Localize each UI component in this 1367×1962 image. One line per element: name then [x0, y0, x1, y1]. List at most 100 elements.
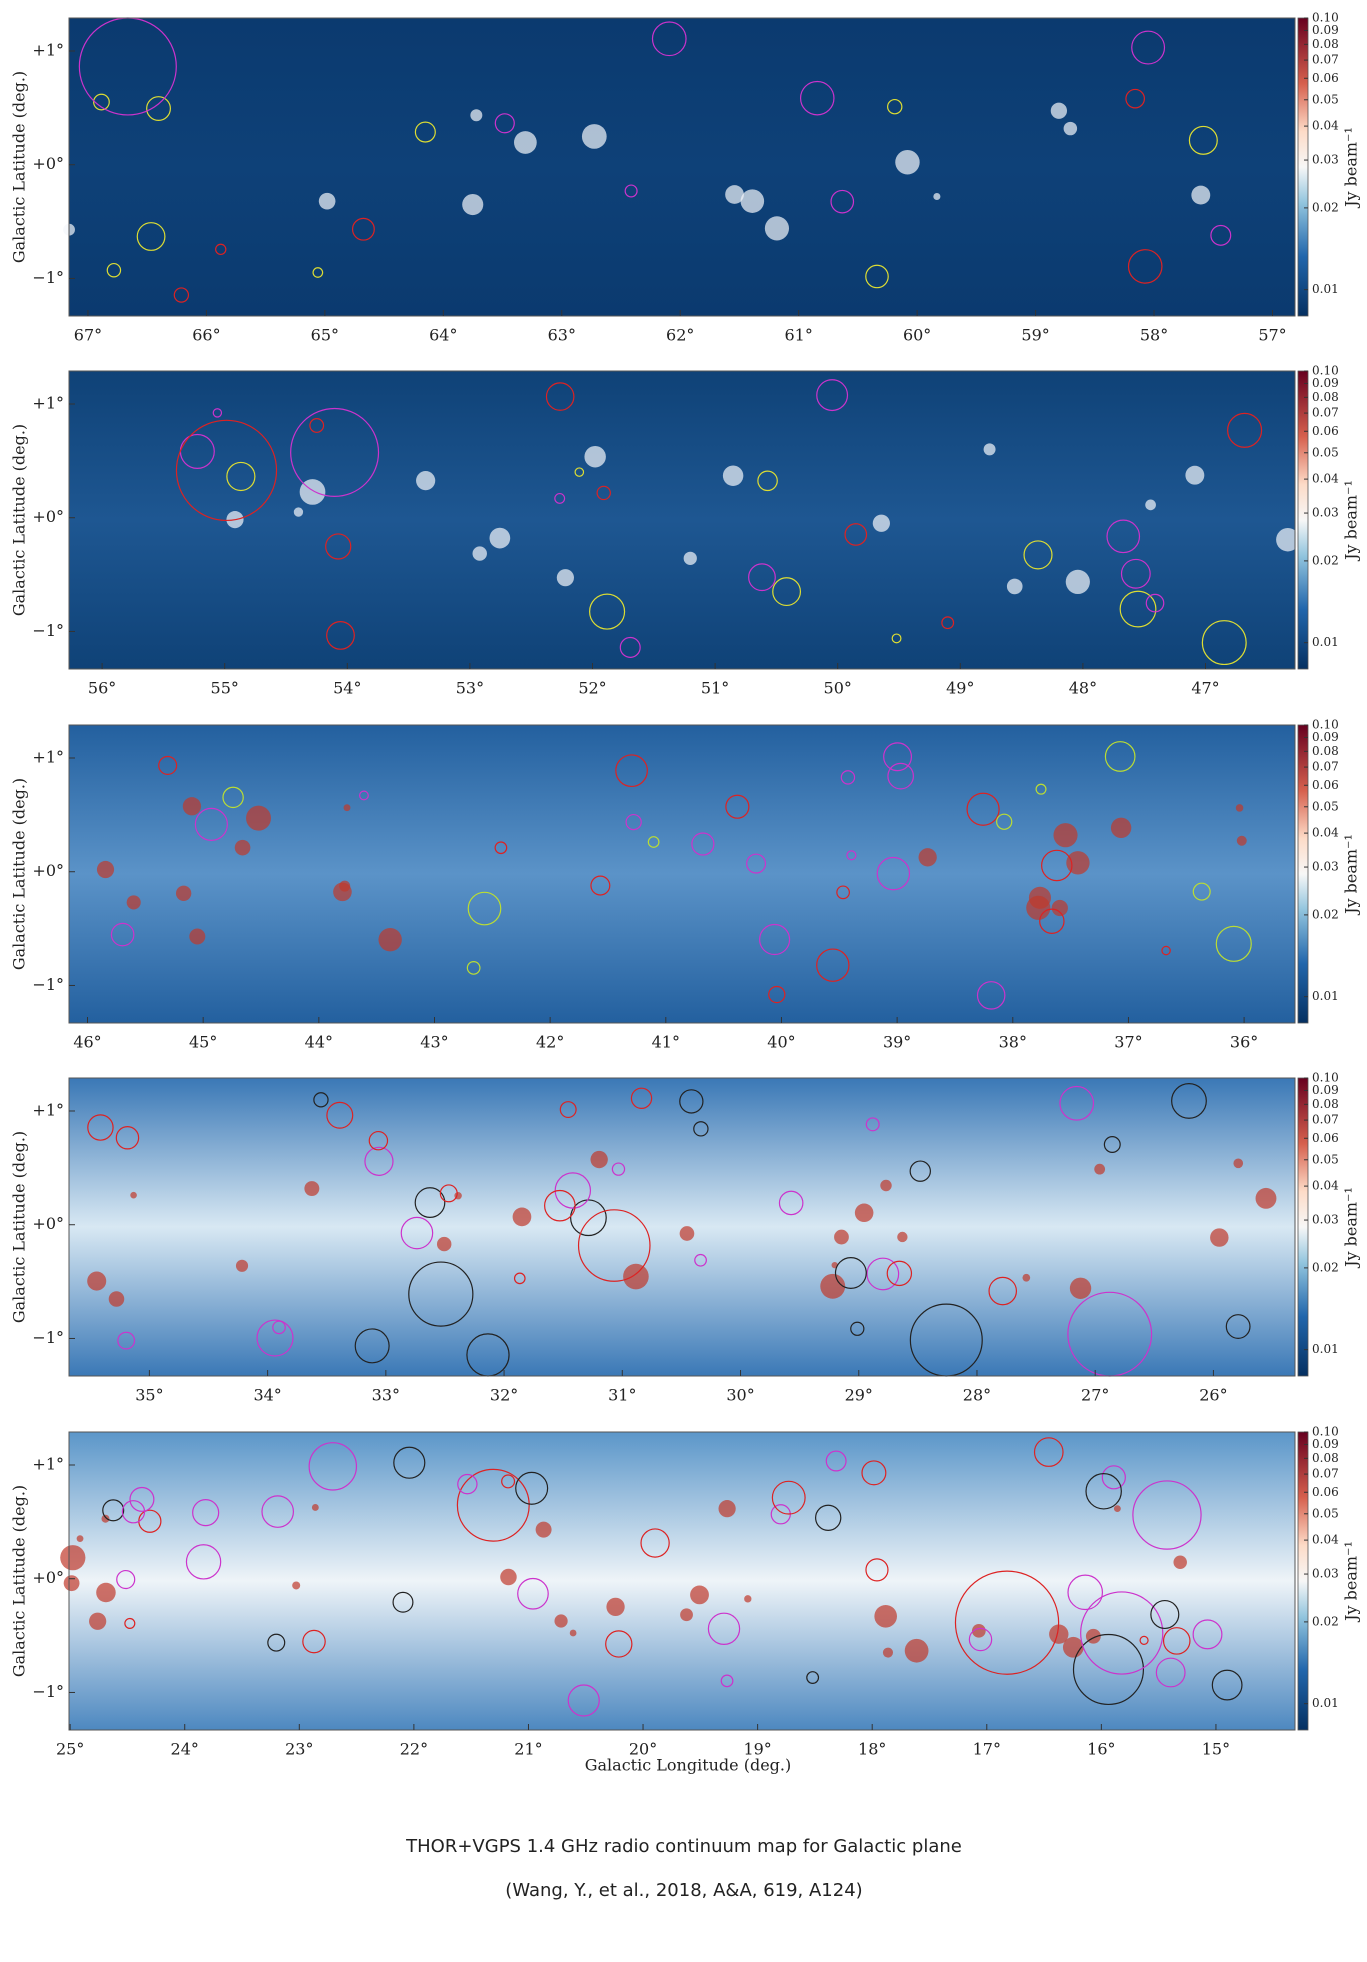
- map-image: [69, 371, 1295, 669]
- emission-blob: [1069, 1277, 1092, 1299]
- source-ring: [887, 762, 914, 790]
- colorbar-tick-label: 0.10: [1312, 1425, 1339, 1439]
- emission-blob: [679, 1226, 695, 1241]
- source-ring: [325, 533, 352, 560]
- emission-blob: [722, 465, 744, 486]
- map-features: [60, 1437, 1243, 1717]
- source-ring: [1085, 1473, 1122, 1510]
- x-tick-label: 24°: [171, 1740, 199, 1759]
- source-ring: [605, 1630, 633, 1658]
- map-features: [63, 17, 1232, 303]
- source-ring: [466, 961, 481, 975]
- map-frame: [68, 1431, 1296, 1731]
- emission-blob: [293, 507, 304, 517]
- x-tick-label: 53°: [456, 679, 484, 698]
- emission-blob: [1173, 1555, 1187, 1569]
- emission-blob: [101, 1514, 110, 1523]
- x-tick-label: 27°: [1081, 1386, 1109, 1405]
- source-ring: [891, 633, 902, 644]
- source-ring: [1106, 519, 1141, 554]
- source-ring: [1119, 590, 1157, 628]
- source-ring: [1101, 1465, 1126, 1490]
- source-ring: [467, 891, 502, 926]
- emission-blob: [725, 185, 744, 204]
- colorbar-tick-label: 0.03: [1312, 860, 1339, 874]
- colorbar-tick-label: 0.05: [1312, 1506, 1339, 1520]
- source-ring: [544, 1189, 576, 1222]
- source-ring: [226, 461, 256, 492]
- source-ring: [887, 98, 903, 115]
- emission-blob: [895, 149, 920, 175]
- emission-blob: [1094, 1163, 1106, 1175]
- source-ring: [1139, 1635, 1149, 1645]
- x-tick-label: 33°: [372, 1386, 400, 1405]
- map-features: [87, 1082, 1277, 1377]
- source-ring: [816, 948, 850, 982]
- colorbar-tick-label: 0.05: [1312, 1152, 1339, 1166]
- source-ring: [886, 1260, 913, 1287]
- y-tick-label: +1°: [32, 1100, 64, 1119]
- source-ring: [1023, 540, 1053, 570]
- source-ring: [941, 616, 955, 630]
- source-ring: [312, 267, 324, 278]
- emission-blob: [872, 514, 890, 532]
- source-ring: [515, 1471, 549, 1505]
- emission-blob: [130, 1191, 137, 1199]
- source-ring: [192, 1499, 220, 1527]
- emission-blob: [76, 1535, 84, 1543]
- emission-blob: [569, 1629, 577, 1637]
- emission-blob: [718, 1500, 736, 1518]
- y-tick-label: −1°: [32, 1328, 64, 1347]
- source-ring: [326, 621, 355, 650]
- emission-blob: [1233, 1158, 1244, 1169]
- y-tick-label: −1°: [32, 975, 64, 994]
- source-ring: [256, 1319, 294, 1357]
- emission-blob: [1051, 899, 1068, 917]
- colorbar: [1297, 1077, 1309, 1377]
- x-tick-label: 17°: [973, 1740, 1001, 1759]
- caption: THOR+VGPS 1.4 GHz radio continuum map fo…: [405, 1836, 962, 1857]
- source-ring: [501, 1474, 516, 1489]
- source-ring: [115, 1126, 140, 1150]
- source-ring: [840, 770, 856, 785]
- emission-blob: [1110, 817, 1132, 839]
- source-ring: [567, 1684, 600, 1717]
- source-ring: [589, 593, 626, 630]
- colorbar-tick-label: 0.09: [1312, 1437, 1339, 1451]
- colorbar-tick-label: 0.01: [1312, 282, 1339, 296]
- colorbar-tick-label: 0.10: [1312, 718, 1339, 732]
- colorbar-tick-label: 0.07: [1312, 53, 1339, 67]
- y-tick-label: −1°: [32, 268, 64, 287]
- colorbar-tick-label: 0.08: [1312, 1451, 1339, 1465]
- x-tick-label: 21°: [514, 1740, 542, 1759]
- colorbar-tick-label: 0.09: [1312, 23, 1339, 37]
- source-ring: [1120, 558, 1151, 589]
- emission-blob: [512, 1207, 532, 1227]
- colorbar-tick-label: 0.05: [1312, 799, 1339, 813]
- emission-blob: [606, 1597, 625, 1617]
- emission-blob: [1066, 851, 1090, 875]
- emission-blob: [462, 194, 484, 216]
- emission-blob: [470, 109, 483, 122]
- source-ring: [215, 243, 227, 256]
- x-tick-label: 44°: [305, 1033, 333, 1052]
- source-ring: [364, 1146, 394, 1176]
- source-ring: [158, 755, 178, 775]
- source-ring: [212, 408, 223, 418]
- source-ring: [850, 1321, 865, 1336]
- source-ring: [1033, 1437, 1064, 1467]
- source-ring: [799, 80, 835, 116]
- source-ring: [1104, 741, 1136, 772]
- colorbar-tick-label: 0.04: [1312, 119, 1339, 133]
- source-ring: [816, 379, 849, 412]
- colorbar: [1297, 370, 1309, 670]
- colorbar-tick-label: 0.06: [1312, 1131, 1339, 1145]
- source-ring: [136, 222, 166, 251]
- emission-blob: [235, 1259, 249, 1272]
- source-ring: [844, 523, 868, 546]
- x-tick-label: 41°: [652, 1033, 680, 1052]
- emission-blob: [175, 885, 192, 901]
- colorbar-tick-label: 0.10: [1312, 11, 1339, 25]
- emission-blob: [304, 1181, 320, 1197]
- emission-blob: [971, 1623, 986, 1638]
